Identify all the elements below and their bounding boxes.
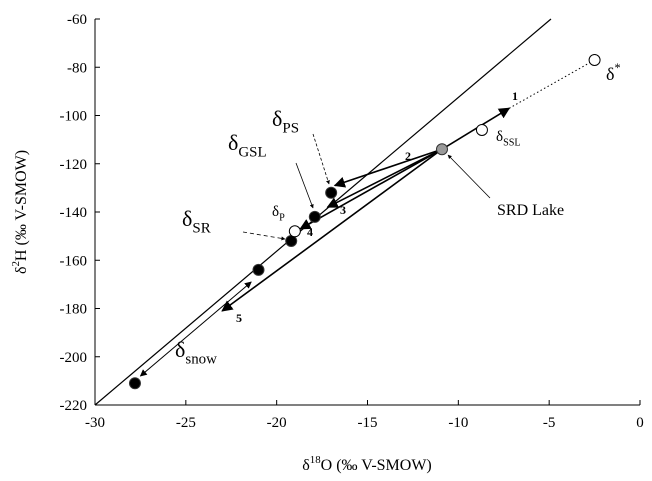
y-axis-label-part: 2 — [10, 261, 22, 266]
arrow-label: 2 — [405, 149, 411, 163]
annotation: δSR — [182, 206, 211, 237]
point — [308, 210, 321, 223]
leader — [312, 133, 330, 185]
annotation: δPS — [272, 106, 299, 137]
y-axis-label: δ2H (‰ V-SMOW) — [10, 150, 30, 274]
annotation-part: P — [279, 213, 285, 224]
y-tick-label: -160 — [60, 253, 88, 269]
x-tick-label: -25 — [176, 415, 196, 431]
annotation-part: PS — [282, 121, 299, 137]
arrow — [221, 148, 443, 312]
annotation-part: δ — [228, 130, 238, 155]
y-tick-label: -120 — [60, 157, 88, 173]
annotation-part: δ — [496, 129, 503, 145]
point — [325, 186, 338, 199]
annotation-part: snow — [185, 352, 217, 368]
leader — [295, 162, 314, 209]
x-tick-label: -10 — [448, 415, 468, 431]
annotation-part: * — [614, 61, 620, 75]
annotation-part: δ — [272, 204, 279, 220]
leader — [447, 154, 491, 199]
annotation-part: SR — [192, 221, 210, 237]
annotation-part: GSL — [238, 145, 266, 161]
arrow-label: 5 — [236, 311, 242, 325]
point — [435, 143, 448, 156]
arrow — [299, 148, 443, 230]
point — [475, 123, 488, 136]
x-tick-label: -30 — [85, 415, 105, 431]
annotation: SRD Lake — [497, 202, 564, 219]
point — [252, 263, 265, 276]
point — [128, 377, 141, 390]
annotation-part: δ — [182, 206, 192, 231]
y-tick-label: -220 — [60, 398, 88, 414]
x-tick-label: -20 — [267, 415, 287, 431]
y-tick-label: -60 — [67, 12, 87, 28]
arrow-label: 1 — [512, 89, 518, 103]
reference-line — [94, 18, 552, 406]
y-axis-label-part: H (‰ V-SMOW) — [13, 150, 30, 261]
annotation: δ* — [606, 61, 621, 84]
y-axis-label-part: δ — [13, 267, 30, 275]
x-axis-label-part: δ — [302, 457, 310, 474]
point — [288, 225, 301, 238]
annotation-part: δ — [175, 337, 185, 362]
arrow-label: 4 — [307, 225, 313, 239]
x-axis-label-part: O (‰ V-SMOW) — [321, 457, 432, 474]
annotation: δGSL — [228, 130, 267, 161]
y-tick-label: -80 — [67, 60, 87, 76]
y-tick-label: -180 — [60, 302, 88, 318]
y-tick-label: -100 — [60, 109, 88, 125]
annotation-part: SSL — [503, 138, 521, 149]
annotation: δSSL — [496, 129, 521, 149]
arrow — [139, 281, 252, 377]
x-tick-label: -15 — [358, 415, 378, 431]
annotation-part: δ — [606, 64, 614, 84]
arrow — [441, 107, 511, 150]
leader — [242, 231, 286, 241]
x-tick-label: 0 — [636, 415, 644, 431]
arrow — [333, 148, 443, 188]
reference-line — [508, 59, 595, 109]
y-tick-label: -200 — [60, 350, 88, 366]
annotation-part: δ — [272, 106, 282, 131]
y-tick-label: -140 — [60, 205, 88, 221]
annotation-part: SRD Lake — [497, 202, 564, 219]
x-axis-label-part: 18 — [310, 454, 321, 466]
arrow-label: 3 — [340, 203, 346, 217]
x-axis-label: δ18O (‰ V-SMOW) — [302, 454, 432, 474]
point — [588, 54, 601, 67]
arrow — [326, 148, 443, 208]
x-tick-label: -5 — [543, 415, 556, 431]
annotation: δP — [272, 204, 285, 224]
annotation: δsnow — [175, 337, 217, 368]
